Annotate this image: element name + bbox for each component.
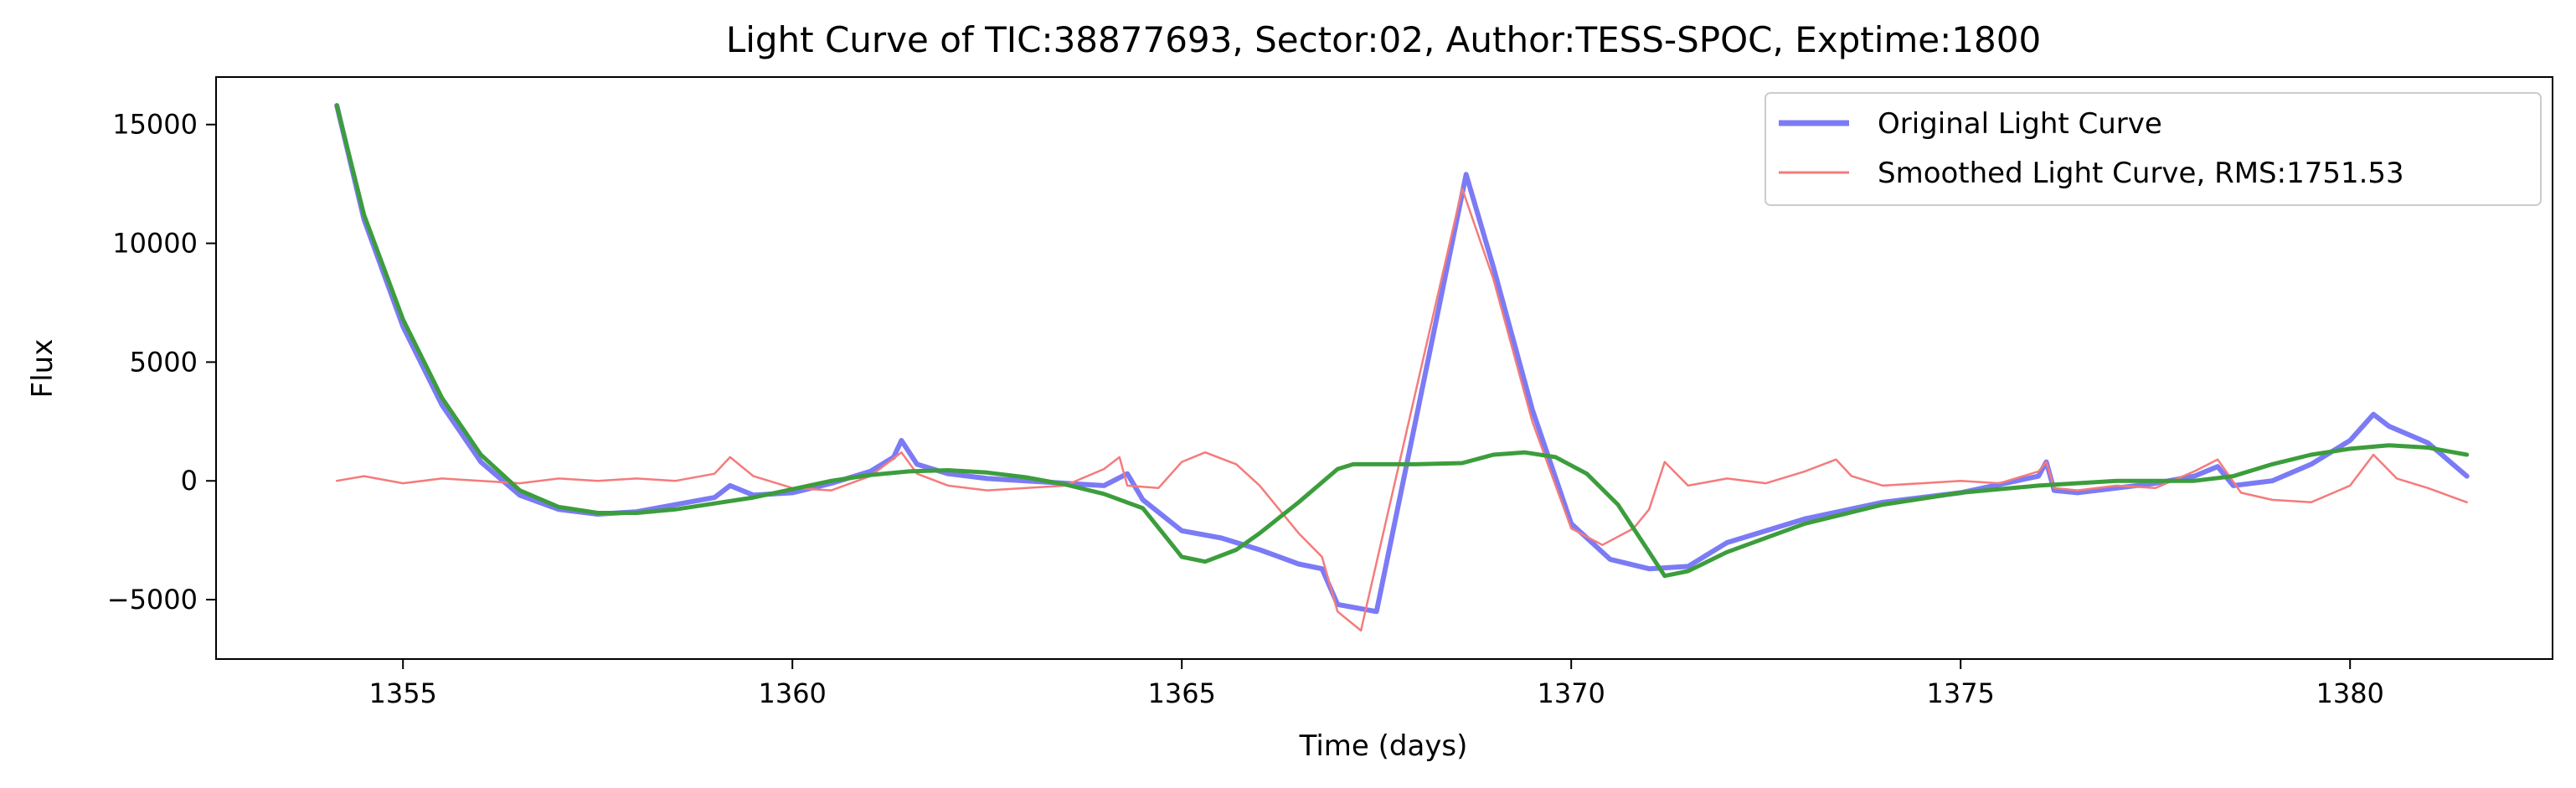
chart-title: Light Curve of TIC:38877693, Sector:02, … <box>726 19 2041 60</box>
y-axis: −5000 0 5000 10000 15000 <box>107 109 216 615</box>
y-tick-label: 0 <box>181 465 198 497</box>
x-tick-label: 1370 <box>1537 677 1605 709</box>
series-trend-line <box>334 103 2470 579</box>
x-axis-label: Time (days) <box>1299 729 1468 763</box>
y-tick-label: −5000 <box>107 584 198 615</box>
y-tick-label: 5000 <box>130 346 198 378</box>
plot-frame <box>215 76 2553 660</box>
legend-box <box>1765 92 2542 206</box>
x-tick-label: 1375 <box>1926 677 1994 709</box>
y-tick-label: 15000 <box>112 109 198 141</box>
legend-label-smoothed: Smoothed Light Curve, RMS:1751.53 <box>1878 157 2404 190</box>
x-tick-label: 1360 <box>758 677 826 709</box>
y-tick-label: 10000 <box>112 228 198 260</box>
x-tick-label: 1365 <box>1147 677 1215 709</box>
x-tick-label: 1380 <box>2316 677 2383 709</box>
legend-label-original: Original Light Curve <box>1878 107 2162 141</box>
series-smoothed-line <box>335 188 2468 632</box>
y-axis-label: Flux <box>26 339 59 399</box>
series-layer <box>334 103 2470 632</box>
x-axis: 1355 1360 1365 1370 1375 1380 <box>368 659 2384 709</box>
x-tick-label: 1355 <box>368 677 436 709</box>
legend: Original Light Curve Smoothed Light Curv… <box>1765 92 2542 206</box>
